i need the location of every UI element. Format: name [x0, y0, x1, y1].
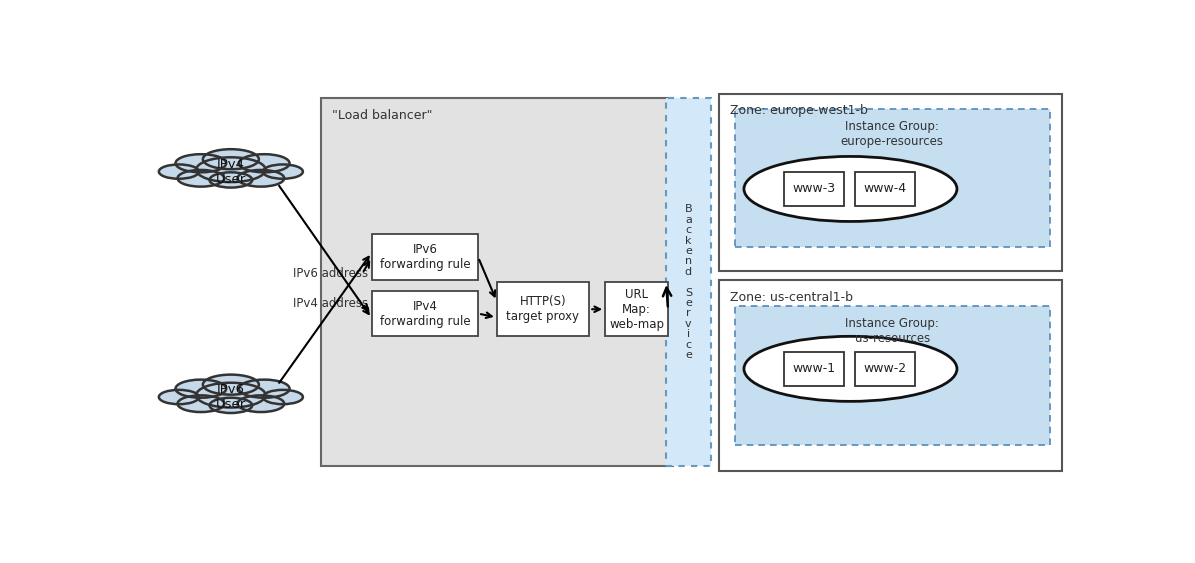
FancyBboxPatch shape	[856, 351, 915, 386]
Ellipse shape	[159, 390, 198, 404]
FancyBboxPatch shape	[735, 109, 1049, 248]
Text: www-2: www-2	[864, 363, 907, 376]
Text: "Load balancer": "Load balancer"	[332, 109, 433, 122]
Ellipse shape	[263, 164, 302, 179]
Text: www-3: www-3	[792, 182, 835, 195]
Text: IPv6
forwarding rule: IPv6 forwarding rule	[380, 243, 470, 271]
Ellipse shape	[196, 383, 265, 408]
Ellipse shape	[744, 336, 957, 401]
Ellipse shape	[176, 379, 226, 397]
FancyBboxPatch shape	[856, 172, 915, 206]
Ellipse shape	[263, 390, 302, 404]
Ellipse shape	[744, 157, 957, 221]
Ellipse shape	[238, 395, 284, 412]
Ellipse shape	[238, 170, 284, 186]
FancyBboxPatch shape	[784, 172, 844, 206]
Text: B
a
c
k
e
n
d
 
S
e
r
v
i
c
e: B a c k e n d S e r v i c e	[685, 204, 692, 360]
FancyBboxPatch shape	[320, 98, 673, 466]
Text: Instance Group:
us-resources: Instance Group: us-resources	[845, 317, 939, 345]
Ellipse shape	[196, 157, 265, 182]
Text: Zone: europe-west1-b: Zone: europe-west1-b	[730, 104, 868, 118]
FancyBboxPatch shape	[372, 291, 478, 336]
Text: IPv4 address: IPv4 address	[293, 297, 368, 310]
Ellipse shape	[239, 379, 289, 397]
Ellipse shape	[209, 172, 252, 187]
FancyBboxPatch shape	[666, 98, 711, 466]
Ellipse shape	[203, 149, 259, 169]
Text: Zone: us-central1-b: Zone: us-central1-b	[730, 291, 853, 304]
FancyBboxPatch shape	[497, 282, 589, 336]
Ellipse shape	[159, 164, 198, 179]
Ellipse shape	[203, 374, 259, 395]
Text: www-4: www-4	[864, 182, 907, 195]
FancyBboxPatch shape	[372, 234, 478, 280]
Ellipse shape	[239, 154, 289, 172]
Text: IPv4
User: IPv4 User	[216, 158, 246, 186]
FancyBboxPatch shape	[784, 351, 844, 386]
Text: www-1: www-1	[792, 363, 835, 376]
FancyBboxPatch shape	[719, 93, 1061, 271]
FancyBboxPatch shape	[605, 282, 668, 336]
Text: IPv4
forwarding rule: IPv4 forwarding rule	[380, 300, 470, 328]
Ellipse shape	[178, 170, 225, 186]
Text: IPv6 address: IPv6 address	[293, 267, 368, 280]
Ellipse shape	[176, 154, 226, 172]
FancyBboxPatch shape	[735, 306, 1049, 445]
Ellipse shape	[209, 397, 252, 413]
Text: IPv6
User: IPv6 User	[216, 383, 246, 411]
Text: URL
Map:
web-map: URL Map: web-map	[609, 288, 664, 330]
Text: HTTP(S)
target proxy: HTTP(S) target proxy	[507, 295, 580, 323]
FancyBboxPatch shape	[719, 280, 1061, 471]
Text: Instance Group:
europe-resources: Instance Group: europe-resources	[840, 119, 944, 148]
Ellipse shape	[178, 395, 225, 412]
